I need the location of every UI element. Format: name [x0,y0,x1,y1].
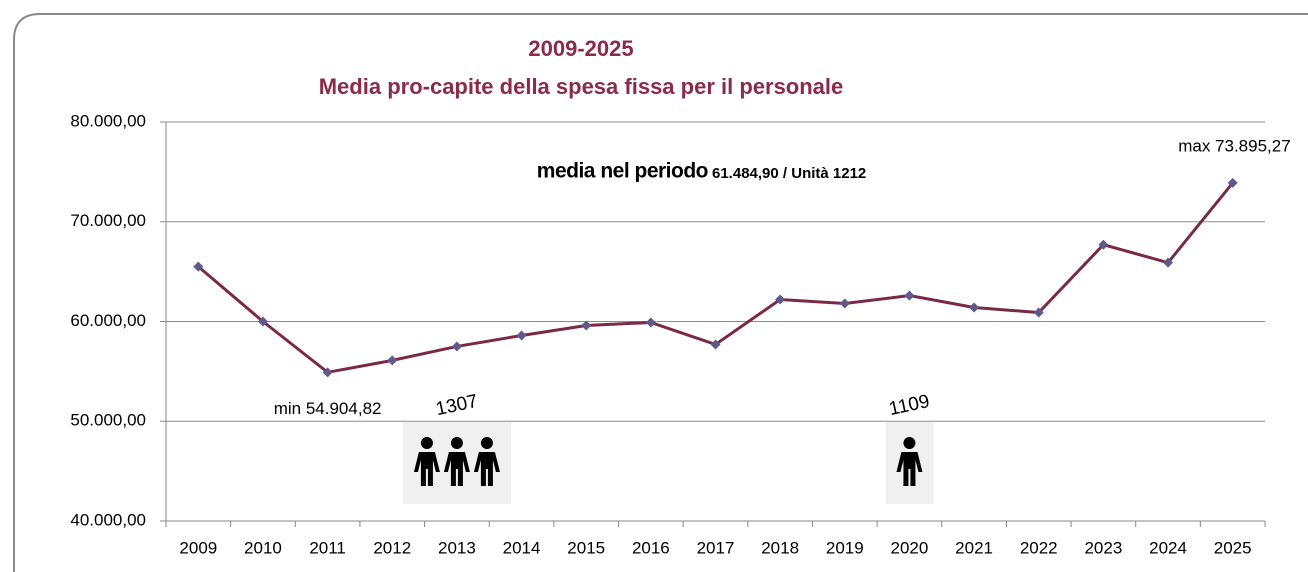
annotation: 61.484,90 / Unità 1212 [712,165,866,182]
annotation: media nel periodo [537,160,708,183]
person-head [903,437,916,449]
x-tick-label: 2010 [244,538,282,557]
marker [387,355,398,366]
y-tick-label: 80.000,00 [70,111,146,130]
marker [839,298,850,309]
person-body [443,452,470,486]
value-label: max 73.895,27 [1178,136,1290,155]
x-tick-label: 2014 [503,538,541,557]
marker [1163,257,1174,268]
x-tick-label: 2009 [179,538,217,557]
y-tick-label: 50.000,00 [70,411,146,430]
x-tick-label: 2023 [1084,538,1122,557]
headcount-label: 1109 [887,391,931,420]
people-icon [896,437,923,486]
marker [1227,177,1238,188]
chart-subtitle: Media pro-capite della spesa fissa per i… [319,74,844,99]
person-body [413,452,440,486]
people-icon [413,437,500,486]
person-head [450,437,463,449]
x-tick-label: 2018 [761,538,799,557]
x-tick-label: 2024 [1149,538,1187,557]
marker [1033,307,1044,318]
chart-title: 2009-2025 [528,36,633,61]
x-tick-label: 2013 [438,538,476,557]
x-tick-label: 2021 [955,538,993,557]
y-tick-label: 70.000,00 [70,211,146,230]
x-tick-label: 2016 [632,538,670,557]
person-body [896,452,923,486]
x-tick-label: 2025 [1214,538,1252,557]
marker [645,317,656,328]
x-tick-label: 2019 [826,538,864,557]
x-tick-label: 2017 [697,538,735,557]
y-tick-label: 60.000,00 [70,311,146,330]
marker [969,302,980,313]
x-tick-label: 2022 [1020,538,1058,557]
person-head [480,437,493,449]
marker [904,290,915,301]
value-label: min 54.904,82 [274,399,382,418]
x-tick-label: 2012 [373,538,411,557]
headcount-label: 1307 [434,391,480,420]
marker [710,339,721,350]
marker [322,367,333,378]
marker [581,320,592,331]
marker [1098,239,1109,250]
x-tick-label: 2015 [567,538,605,557]
marker [193,261,204,272]
marker [257,316,268,327]
person-body [473,452,500,486]
marker [451,341,462,352]
x-tick-label: 2011 [309,538,346,557]
y-tick-label: 40.000,00 [70,510,146,529]
marker [516,330,527,341]
x-tick-label: 2020 [891,538,929,557]
person-head [420,437,433,449]
marker [775,294,786,305]
frame [13,13,1308,572]
